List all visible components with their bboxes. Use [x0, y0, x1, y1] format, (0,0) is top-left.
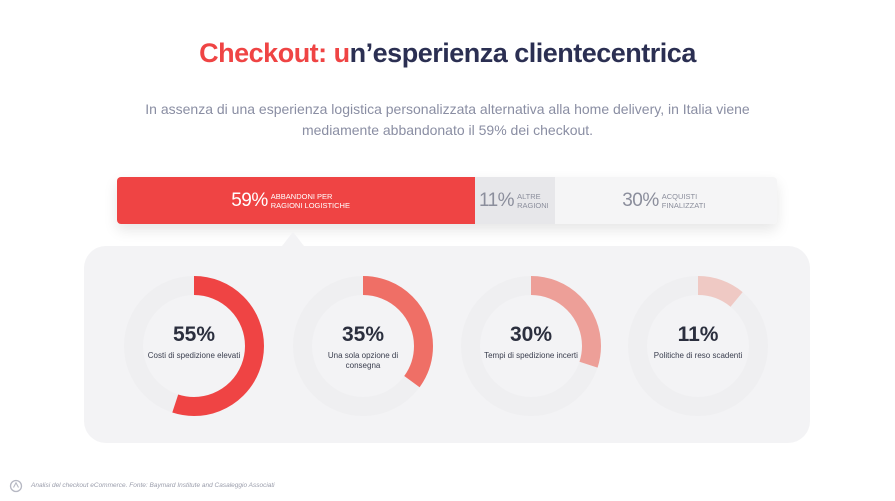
- donut-svg: [628, 276, 768, 416]
- bar-segment-value: 59%: [231, 189, 268, 211]
- bar-segment-label: ALTRE RAGIONI: [517, 191, 549, 210]
- donut-svg: [461, 276, 601, 416]
- donut-label: Politiche di reso scadenti: [653, 351, 743, 360]
- donut-value: 55%: [172, 323, 216, 346]
- page-subtitle: In assenza di una esperienza logistica p…: [145, 101, 750, 138]
- donut-value: 30%: [509, 323, 553, 346]
- page-title: Checkout: un’esperienza clientecentrica: [0, 38, 895, 69]
- donut-arc: [628, 276, 768, 416]
- donut-chart-3: 30% Tempi di spedizione incerti: [456, 271, 606, 421]
- donut-arc: [124, 276, 264, 416]
- bar-segment-label: ACQUISTI FINALIZZATI: [661, 191, 706, 210]
- donut-label: Costi di spedizione elevati: [147, 351, 241, 360]
- brand-logo-icon: [9, 479, 23, 493]
- donut-arc: [461, 276, 601, 416]
- donut-chart-4: 11% Politiche di reso scadenti: [623, 271, 773, 421]
- donut-chart-1: 55% Costi di spedizione elevati: [119, 271, 269, 421]
- bar-segment-label: ABBANDONI PER RAGIONI LOGISTICHE: [270, 191, 350, 210]
- donut-svg: [124, 276, 264, 416]
- bar-segment-value: 11%: [478, 189, 515, 211]
- bar-segment-other: 11% ALTRE RAGIONI: [475, 177, 555, 224]
- donut-chart-2: 35% Una sola opzione di consegna: [288, 271, 438, 421]
- source-footnote: Analisi del checkout eCommerce. Fonte: B…: [31, 482, 275, 489]
- panel-pointer: [282, 232, 304, 246]
- title-part-1: Checkout: u: [199, 38, 350, 68]
- donut-label: Tempi di spedizione incerti: [484, 351, 578, 360]
- title-part-2: n’esperienza clientecentrica: [349, 38, 697, 68]
- bar-segment-completed: 30% ACQUISTI FINALIZZATI: [555, 177, 777, 224]
- stacked-bar: 59% ABBANDONI PER RAGIONI LOGISTICHE 11%…: [117, 177, 777, 224]
- donut-value: 11%: [677, 323, 719, 346]
- donut-value: 35%: [341, 323, 385, 346]
- donut-svg: [293, 276, 433, 416]
- donut-label: Una sola opzione di consegna: [327, 351, 399, 370]
- bar-segment-logistic: 59% ABBANDONI PER RAGIONI LOGISTICHE: [117, 177, 475, 224]
- bar-segment-value: 30%: [622, 189, 659, 211]
- donut-arc: [293, 276, 433, 416]
